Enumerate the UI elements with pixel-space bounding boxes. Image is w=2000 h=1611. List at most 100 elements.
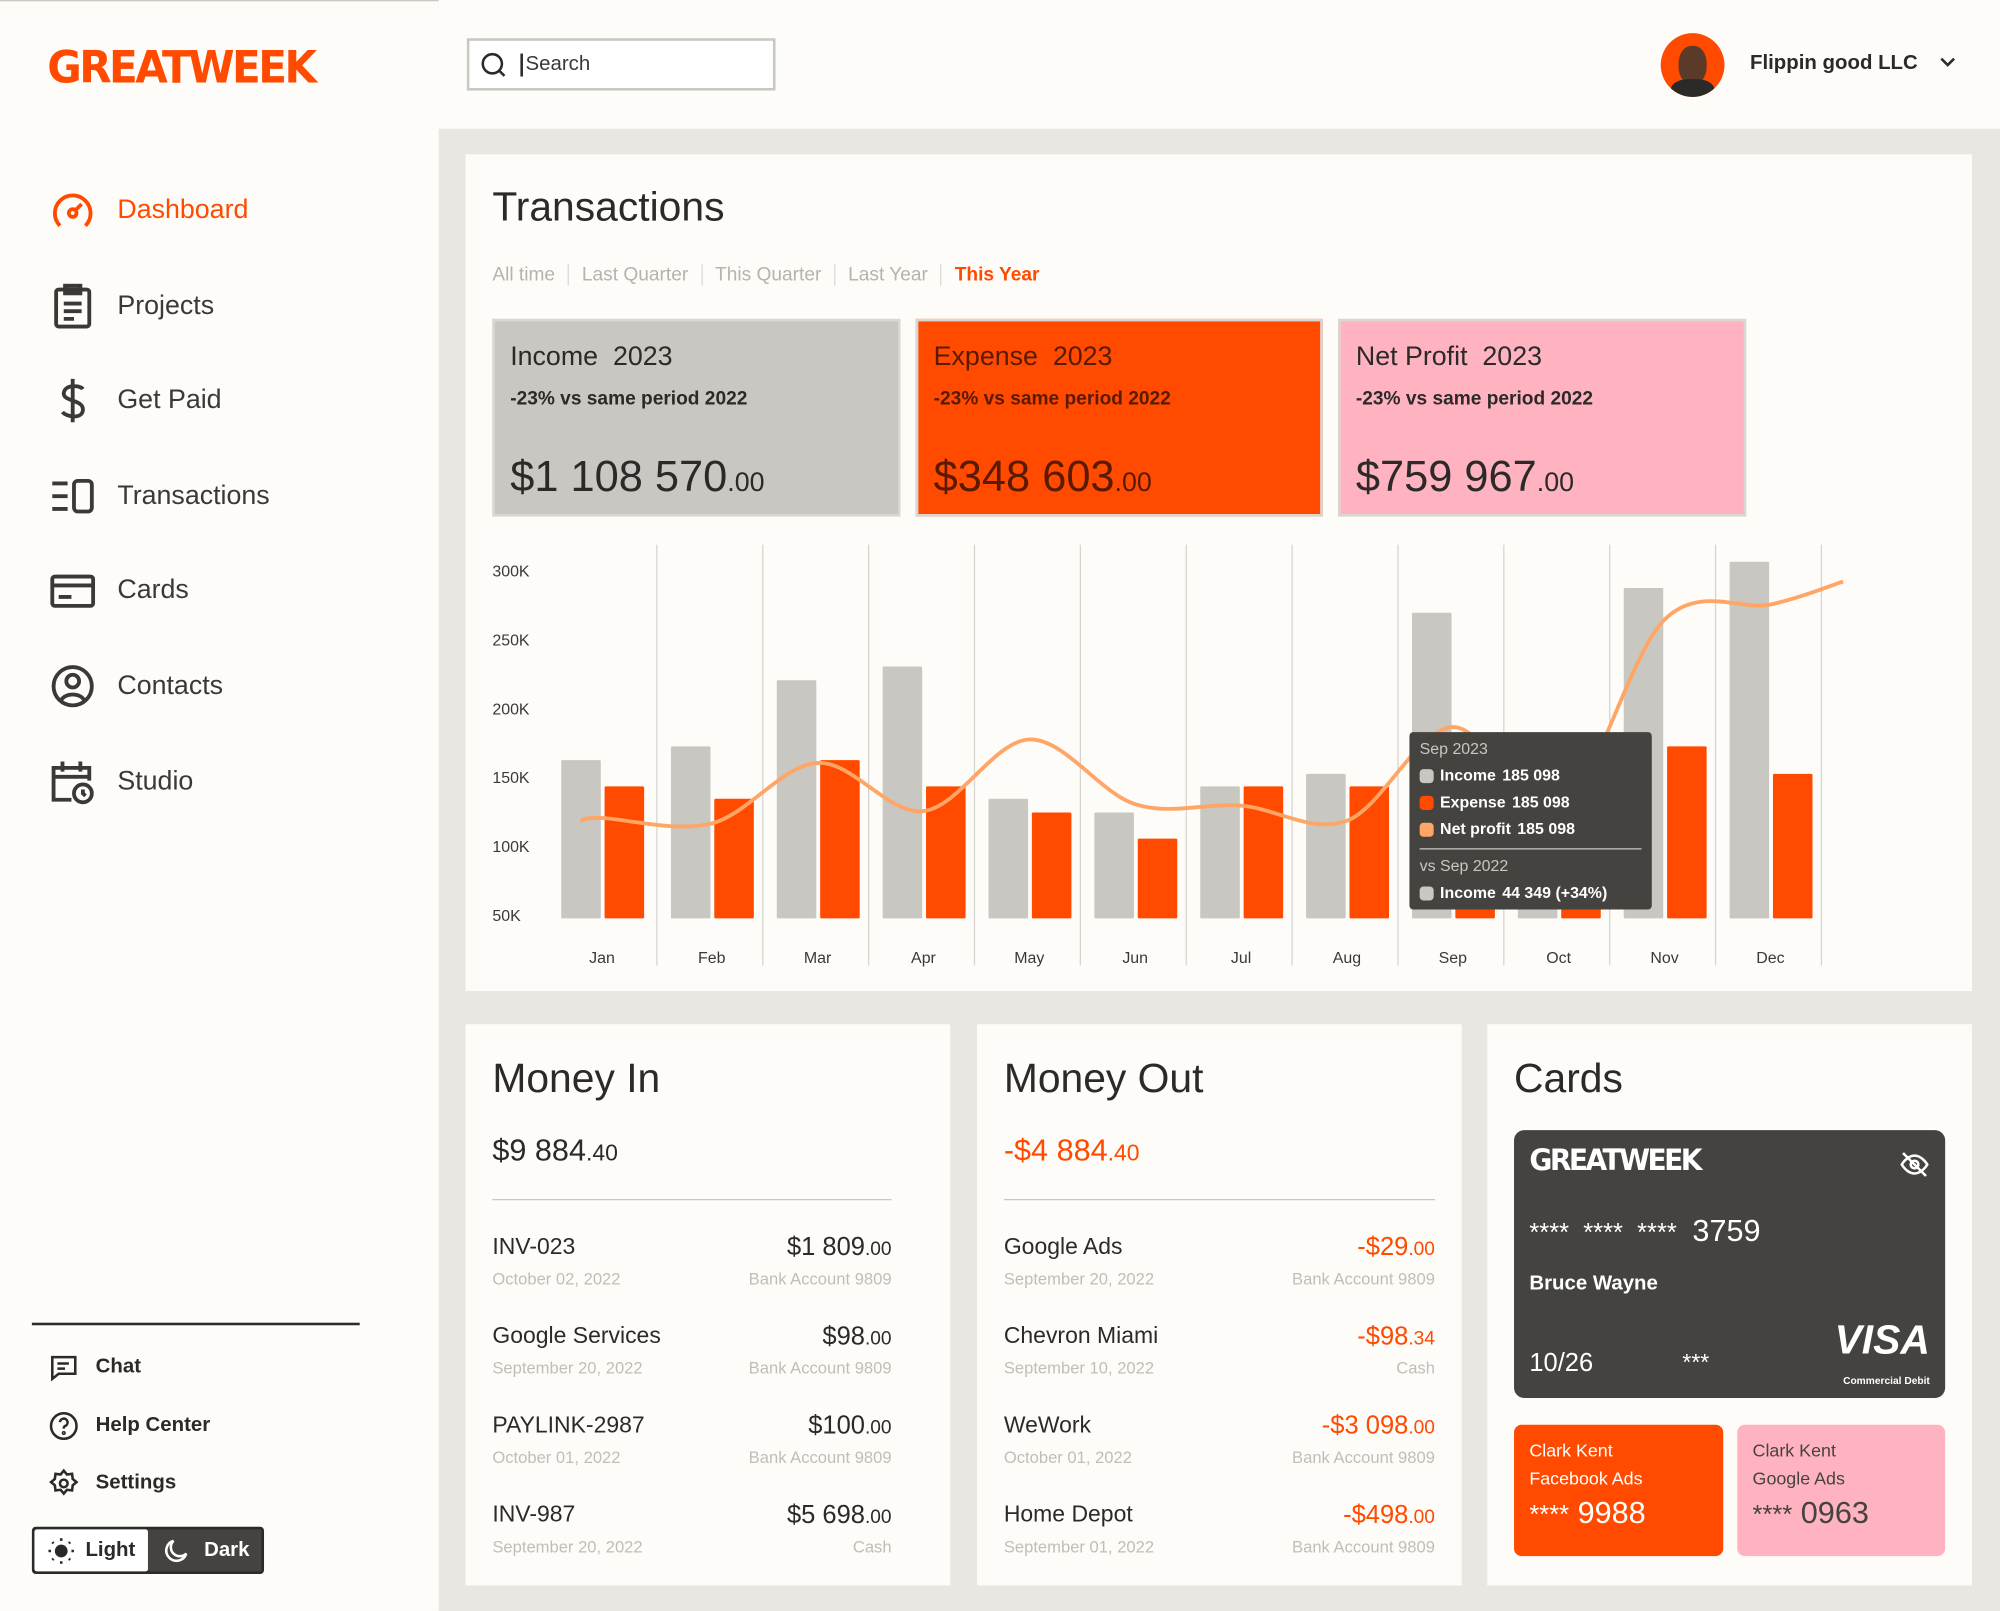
income-bar[interactable] — [1200, 786, 1240, 919]
expense-bar[interactable] — [1031, 812, 1072, 919]
expense-bar[interactable] — [604, 786, 645, 919]
expense-bar[interactable] — [1349, 786, 1390, 919]
row-date: September 10, 2022 — [1003, 1358, 1155, 1378]
row-account: Cash — [852, 1536, 892, 1557]
sidebar-item-transactions[interactable]: Transactions — [48, 471, 270, 522]
brand-logo[interactable]: GREATWEEK — [47, 40, 317, 94]
row-name: WeWork — [1003, 1411, 1091, 1438]
transaction-row[interactable]: Google Ads -$29.00 September 20, 2022 Ba… — [1004, 1233, 1435, 1290]
sidebar-item-get-paid[interactable]: Get Paid — [48, 375, 222, 426]
tooltip-title: Sep 2023 — [1419, 739, 1488, 758]
theme-light-option[interactable]: Light — [34, 1529, 148, 1572]
expense-bar[interactable] — [1772, 773, 1813, 919]
transaction-row[interactable]: Google Services $98.00 September 20, 202… — [492, 1323, 891, 1380]
period-tabs: All time Last Quarter This Quarter Last … — [492, 264, 1052, 286]
transaction-row[interactable]: Chevron Miami -$98.34 September 10, 2022… — [1004, 1323, 1435, 1380]
income-bar[interactable] — [1306, 773, 1346, 919]
row-amount: -$98.34 — [1357, 1322, 1435, 1351]
card-number: **** **** **** 3759 — [1529, 1214, 1761, 1249]
sidebar-item-chat[interactable]: Chat — [48, 1352, 141, 1383]
tooltip-row: Income 44 349 (+34%) — [1419, 884, 1642, 902]
card-icon — [50, 574, 96, 608]
row-account: Cash — [1396, 1358, 1435, 1378]
avatar[interactable] — [1660, 33, 1725, 97]
sidebar-footer-label: Help Center — [95, 1414, 211, 1437]
gear-icon — [49, 1468, 79, 1496]
sidebar-item-help-center[interactable]: Help Center — [48, 1411, 210, 1442]
sidebar-item-contacts[interactable]: Contacts — [48, 661, 223, 712]
divider — [1003, 1198, 1435, 1201]
sidebar-item-label: Studio — [117, 766, 194, 796]
net-profit-stat-card[interactable]: Net Profit 2023 -23% vs same period 2022… — [1338, 318, 1747, 517]
transaction-row[interactable]: INV-023 $1 809.00 October 02, 2022 Bank … — [492, 1233, 891, 1290]
tab-this-quarter[interactable]: This Quarter — [700, 264, 834, 286]
transaction-row[interactable]: WeWork -$3 098.00 October 01, 2022 Bank … — [1004, 1412, 1435, 1469]
expense-bar[interactable] — [1243, 786, 1284, 919]
sidebar-item-dashboard[interactable]: Dashboard — [48, 185, 248, 236]
transaction-row[interactable]: PAYLINK-2987 $100.00 October 01, 2022 Ba… — [492, 1412, 891, 1469]
tab-all-time[interactable]: All time — [492, 264, 556, 286]
row-amount: $1 809.00 — [786, 1233, 892, 1262]
row-name: Google Services — [492, 1322, 661, 1349]
income-stat-card[interactable]: Income 2023 -23% vs same period 2022 $1 … — [492, 318, 901, 517]
search-input[interactable]: Search — [466, 38, 776, 91]
row-date: September 01, 2022 — [1003, 1536, 1155, 1557]
stat-cents: .00 — [1114, 468, 1152, 498]
money-in-total: $9 884.40 — [492, 1133, 618, 1169]
income-bar[interactable] — [670, 746, 711, 919]
expense-stat-card[interactable]: Expense 2023 -23% vs same period 2022 $3… — [915, 318, 1323, 517]
expense-bar[interactable] — [926, 786, 966, 919]
help-icon — [49, 1411, 78, 1441]
income-bar[interactable] — [776, 680, 817, 919]
income-bar[interactable] — [988, 798, 1029, 919]
sidebar-item-cards[interactable]: Cards — [48, 565, 189, 616]
row-date: September 20, 2022 — [492, 1536, 643, 1557]
theme-dark-option[interactable]: Dark — [148, 1529, 262, 1571]
account-name[interactable]: Flippin good LLC — [1749, 52, 1918, 74]
row-amount: $5 698.00 — [786, 1501, 892, 1530]
income-bar[interactable] — [1094, 812, 1134, 919]
income-bar[interactable] — [561, 760, 601, 919]
card-network-sub: Commercial Debit — [1843, 1374, 1930, 1387]
theme-dark-label: Dark — [204, 1538, 250, 1561]
mini-card-facebook-ads[interactable]: Clark Kent Facebook Ads **** 9988 — [1514, 1424, 1724, 1557]
transactions-title: Transactions — [492, 183, 725, 230]
expense-bar[interactable] — [820, 760, 860, 919]
stat-year: 2023 — [1052, 341, 1113, 372]
clipboard-icon — [54, 283, 92, 329]
sun-icon — [48, 1537, 74, 1564]
contact-icon — [51, 665, 94, 708]
tab-this-year[interactable]: This Year — [940, 264, 1053, 286]
chevron-down-icon[interactable] — [1939, 56, 1957, 69]
theme-toggle[interactable]: Light Dark — [31, 1526, 265, 1574]
sidebar-item-settings[interactable]: Settings — [48, 1468, 176, 1499]
main-card[interactable]: GREATWEEK **** **** **** 3759 Bruce Wayn… — [1514, 1130, 1946, 1398]
eye-off-icon[interactable] — [1899, 1151, 1930, 1179]
tab-last-year[interactable]: Last Year — [834, 264, 941, 286]
sidebar-item-studio[interactable]: Studio — [48, 756, 193, 807]
search-placeholder: Search — [520, 52, 590, 76]
income-bar[interactable] — [1729, 561, 1770, 919]
sidebar-item-label: Transactions — [117, 480, 270, 511]
expense-bar[interactable] — [1667, 746, 1707, 919]
mini-card-holder: Clark Kent — [1752, 1440, 1836, 1461]
mini-card-google-ads[interactable]: Clark Kent Google Ads **** 0963 — [1737, 1424, 1946, 1557]
transaction-row[interactable]: INV-987 $5 698.00 September 20, 2022 Cas… — [492, 1501, 891, 1558]
row-date: September 20, 2022 — [492, 1358, 643, 1378]
transaction-row[interactable]: Home Depot -$498.00 September 01, 2022 B… — [1004, 1501, 1435, 1558]
income-bar[interactable] — [882, 666, 923, 919]
transactions-chart: 300K 250K 200K 150K 100K 50K Jan Feb Mar Apr May Ju… — [492, 544, 1844, 967]
sidebar-divider — [31, 1322, 360, 1326]
stat-amount: $348 603 — [933, 452, 1115, 502]
visa-logo: VISA — [1834, 1316, 1930, 1363]
sidebar-item-label: Projects — [117, 290, 215, 321]
tab-last-quarter[interactable]: Last Quarter — [567, 264, 701, 286]
divider — [492, 1198, 892, 1201]
sidebar-item-projects[interactable]: Projects — [48, 281, 214, 332]
x-tick-label: Jun — [1122, 950, 1148, 967]
cards-title: Cards — [1514, 1054, 1623, 1101]
expense-bar[interactable] — [1137, 838, 1178, 919]
expense-bar[interactable] — [714, 798, 754, 919]
row-account: Bank Account 9809 — [748, 1447, 892, 1467]
y-tick-label: 150K — [492, 770, 530, 787]
